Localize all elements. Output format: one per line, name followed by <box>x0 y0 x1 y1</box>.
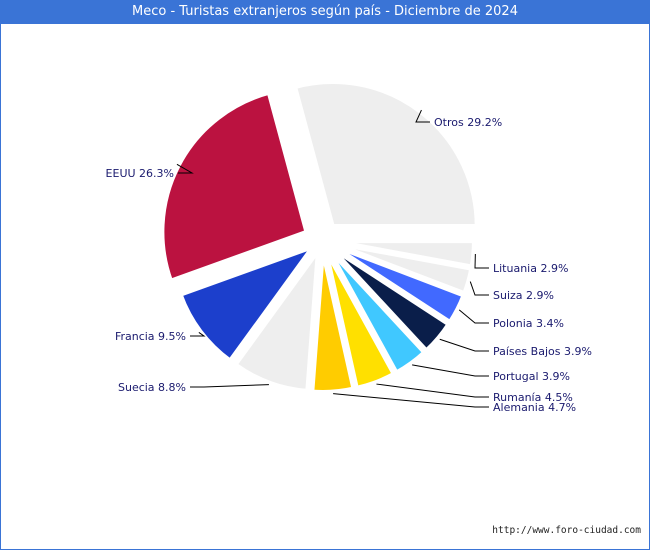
slice-label-lituania: Lituania 2.9% <box>493 262 568 275</box>
pie-slice-polonia <box>331 243 467 325</box>
leader-line-eeuu <box>176 163 194 174</box>
slice-label-suecia: Suecia 8.8% <box>118 381 186 394</box>
leader-line-otros <box>415 109 430 123</box>
slice-label-países-bajos: Países Bajos 3.9% <box>493 345 592 358</box>
slice-label-portugal: Portugal 3.9% <box>493 370 570 383</box>
pie-slice-rumanía <box>324 250 397 391</box>
pie-slice-alemania <box>310 251 356 394</box>
pie-slice-otros <box>292 80 479 229</box>
chart-title: Meco - Turistas extranjeros según país -… <box>0 0 650 24</box>
leader-line-polonia <box>458 309 489 324</box>
pie-slice-francia <box>178 243 318 364</box>
pie-slice-portugal <box>327 248 428 376</box>
slice-label-rumanía: Rumanía 4.5% <box>493 391 573 404</box>
leader-line-países-bajos <box>439 338 489 352</box>
leader-line-suecia <box>190 384 269 388</box>
slice-label-francia: Francia 9.5% <box>115 330 186 343</box>
pie-slice-suecia <box>232 244 321 394</box>
leader-line-rumanía <box>376 383 489 398</box>
source-url: http://www.foro-ciudad.com <box>492 525 641 536</box>
leader-line-portugal <box>412 364 489 377</box>
slice-label-suiza: Suiza 2.9% <box>493 289 554 302</box>
leader-line-suiza <box>469 281 489 296</box>
pie-slice-eeuu <box>160 90 309 284</box>
slice-label-alemania: Alemania 4.7% <box>493 401 576 414</box>
leader-line-alemania <box>333 393 489 408</box>
leader-line-francia <box>190 332 206 337</box>
pie-slice-lituania <box>333 239 476 269</box>
slice-label-polonia: Polonia 3.4% <box>493 317 564 330</box>
pie-slice-suiza <box>332 241 474 296</box>
slice-label-eeuu: EEUU 26.3% <box>106 167 174 180</box>
leader-line-lituania <box>474 253 489 269</box>
pie-slice-países-bajos <box>329 246 452 354</box>
slice-label-otros: Otros 29.2% <box>434 116 502 129</box>
